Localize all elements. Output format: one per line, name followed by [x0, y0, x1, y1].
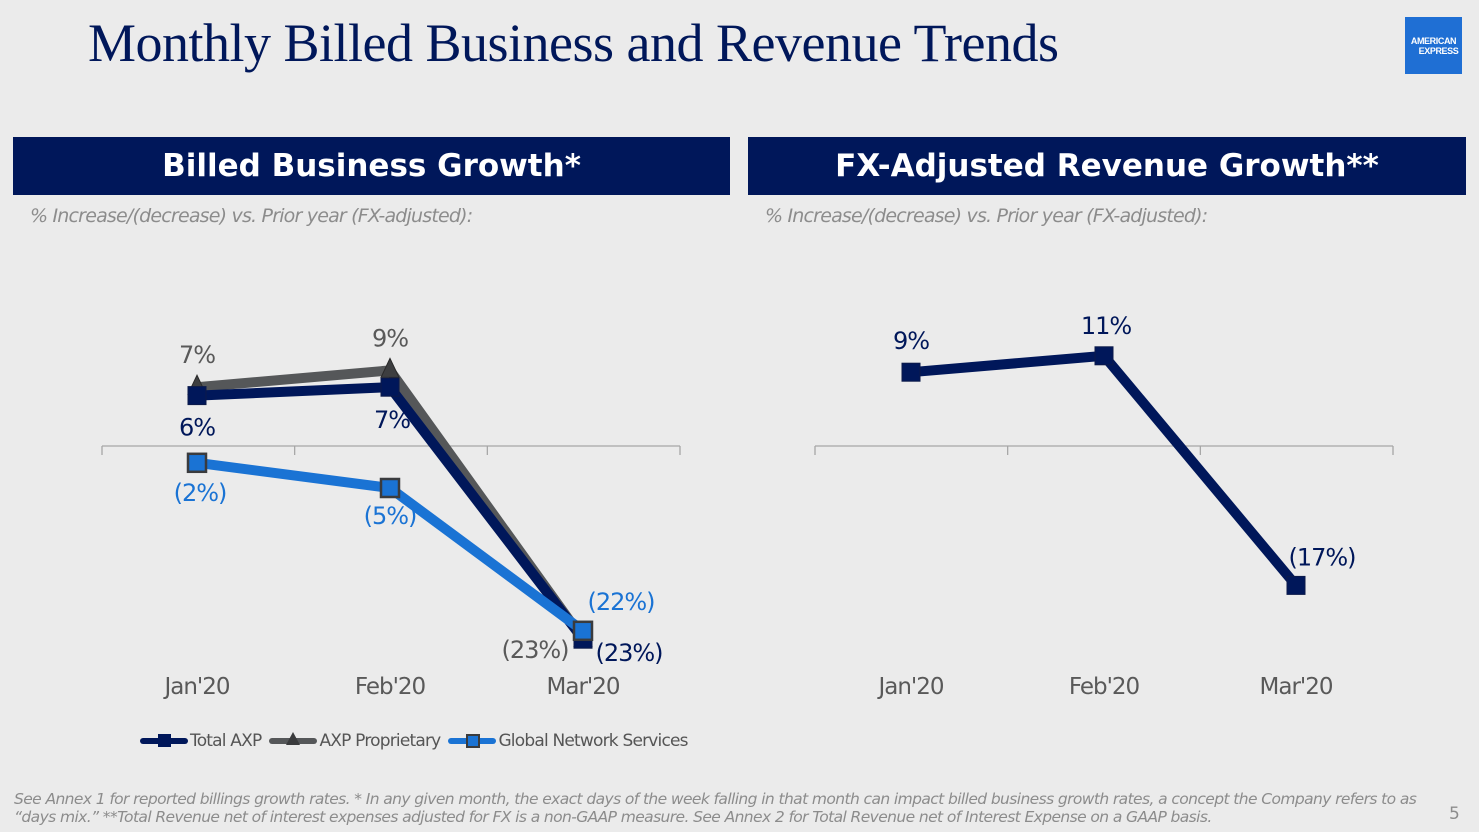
billed-business-subtitle: % Increase/(decrease) vs. Prior year (FX… [30, 205, 473, 227]
data-label: 9% [893, 327, 929, 355]
data-label: 11% [1081, 312, 1132, 340]
revenue-growth-subtitle: % Increase/(decrease) vs. Prior year (FX… [765, 205, 1208, 227]
legend-label: Total AXP [190, 731, 262, 751]
page-title: Monthly Billed Business and Revenue Tren… [88, 13, 1059, 73]
square-marker [572, 620, 594, 642]
square-marker [187, 386, 207, 406]
x-tick-label: Feb'20 [355, 674, 426, 700]
data-label: (17%) [1288, 543, 1355, 571]
x-tick-label: Feb'20 [1069, 674, 1140, 700]
x-tick-label: Jan'20 [162, 674, 229, 700]
data-label: 7% [179, 341, 215, 369]
triangle-marker-icon [286, 732, 301, 745]
square-marker [1094, 346, 1114, 366]
square-marker-icon [466, 734, 481, 748]
square-marker [1286, 575, 1306, 595]
data-label: 9% [372, 324, 408, 352]
square-marker [380, 377, 400, 397]
square-marker [901, 362, 921, 382]
square-marker [379, 477, 401, 499]
revenue-growth-header: FX-Adjusted Revenue Growth** [748, 137, 1466, 195]
x-tick-label: Mar'20 [547, 674, 620, 700]
chart-legend: Total AXP AXP Proprietary Global Network… [140, 731, 696, 751]
data-label: 7% [374, 406, 410, 434]
legend-line-total-axp [140, 734, 188, 747]
amex-logo: AMERICAN EXPRESS [1405, 17, 1462, 74]
legend-line-gns [448, 734, 497, 748]
legend-label: AXP Proprietary [319, 731, 441, 751]
data-label: (23%) [595, 639, 662, 667]
billed-business-header: Billed Business Growth* [13, 137, 730, 195]
footnote: See Annex 1 for reported billings growth… [14, 790, 1417, 826]
square-marker [186, 452, 208, 474]
data-label: (23%) [501, 636, 568, 664]
page-number: 5 [1449, 804, 1460, 824]
legend-item-gns: Global Network Services [448, 731, 689, 751]
legend-label: Global Network Services [498, 731, 688, 751]
data-label: 6% [179, 414, 215, 442]
series-line-total-revenue-net-of-interest-expense-fx-adjusted- [910, 350, 1300, 589]
triangle-marker [380, 357, 400, 378]
legend-item-total-axp: Total AXP [140, 731, 262, 751]
logo-line-1: AMERICAN [1410, 35, 1457, 46]
square-marker-icon [158, 734, 171, 747]
logo-line-2: EXPRESS [1418, 45, 1459, 56]
data-label: (22%) [587, 588, 654, 616]
x-tick-label: Jan'20 [876, 674, 943, 700]
data-label: (5%) [364, 502, 417, 530]
legend-item-axp-proprietary: AXP Proprietary [269, 731, 441, 751]
legend-line-axp-proprietary [269, 732, 318, 745]
data-label: (2%) [174, 479, 227, 507]
x-tick-label: Mar'20 [1260, 674, 1333, 700]
